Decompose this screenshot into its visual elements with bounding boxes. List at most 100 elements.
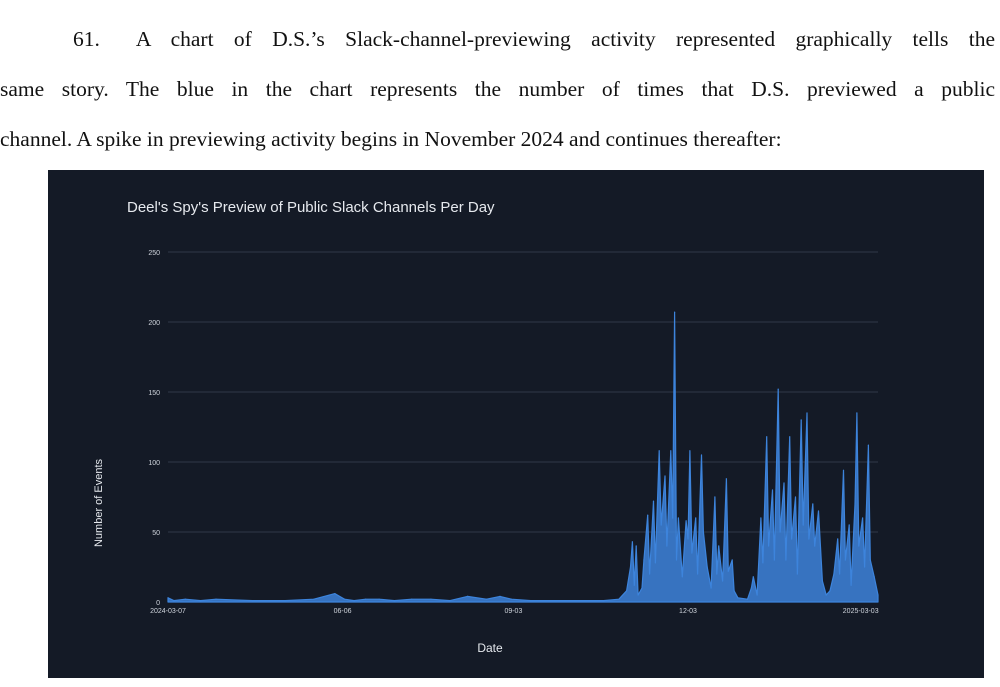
data-point <box>737 597 739 599</box>
y-tick-label: 100 <box>148 460 160 467</box>
paragraph-line-1-text: A chart of D.S.’s Slack-channel-previewi… <box>135 27 995 51</box>
data-point <box>864 566 866 568</box>
data-point <box>733 590 735 592</box>
data-point <box>629 566 632 568</box>
data-point <box>833 573 835 575</box>
data-point <box>817 510 820 512</box>
data-point <box>672 517 674 519</box>
x-axis-label: Date <box>477 641 503 655</box>
data-point <box>687 538 689 540</box>
data-point <box>411 598 413 600</box>
data-point <box>284 600 286 602</box>
data-point <box>393 600 395 602</box>
data-point <box>842 469 845 471</box>
data-point <box>530 600 532 602</box>
data-point <box>856 412 858 414</box>
y-axis-label: Number of Events <box>93 458 105 547</box>
data-point <box>637 594 639 596</box>
data-point <box>873 576 875 578</box>
paragraph-line-2: same story. The blue in the chart repres… <box>0 77 995 101</box>
data-point <box>825 594 827 596</box>
data-point <box>850 584 852 586</box>
data-point <box>777 388 779 390</box>
data-point <box>618 598 620 600</box>
data-point <box>722 580 724 582</box>
data-point <box>378 598 380 600</box>
data-point <box>499 595 501 597</box>
data-point <box>808 538 810 540</box>
data-point <box>773 559 776 561</box>
data-point <box>814 545 816 547</box>
x-tick-label: 2024-03-07 <box>150 608 186 615</box>
data-point <box>689 450 691 452</box>
data-point <box>681 576 683 578</box>
data-point <box>430 598 432 600</box>
data-point <box>854 503 856 505</box>
series-layer <box>167 311 879 603</box>
data-point <box>652 500 655 502</box>
x-tick-label: 09-03 <box>504 608 522 615</box>
data-point <box>812 503 814 505</box>
data-point <box>760 517 762 519</box>
data-point <box>691 552 693 554</box>
data-point <box>173 600 175 602</box>
data-point <box>167 597 169 599</box>
x-tick-label: 12-03 <box>679 608 697 615</box>
data-point <box>725 478 728 480</box>
data-point <box>697 573 699 575</box>
paragraph-number: 61. <box>73 27 100 51</box>
data-point <box>752 576 754 578</box>
data-point <box>626 590 628 592</box>
data-point <box>635 545 637 547</box>
events-chart: Deel's Spy's Preview of Public Slack Cha… <box>48 170 984 678</box>
data-point <box>251 600 253 602</box>
y-tick-label: 250 <box>148 250 160 257</box>
data-point <box>731 559 733 561</box>
data-point <box>660 524 662 526</box>
data-point <box>695 517 697 519</box>
data-point <box>750 587 753 589</box>
data-point <box>766 436 768 438</box>
data-point <box>658 450 660 452</box>
data-point <box>710 587 712 589</box>
data-point <box>783 482 785 484</box>
data-point <box>771 489 774 491</box>
data-point <box>829 590 831 592</box>
x-tick-label: 2025-03-03 <box>843 608 879 615</box>
data-point <box>685 520 687 522</box>
data-point <box>806 412 808 414</box>
data-point <box>603 600 605 602</box>
data-point <box>670 450 672 452</box>
data-point <box>802 524 804 526</box>
series-area <box>167 311 879 603</box>
data-point <box>664 475 666 477</box>
data-point <box>821 580 824 582</box>
y-tick-label: 50 <box>152 530 160 537</box>
data-point <box>666 545 668 547</box>
data-point <box>837 538 839 540</box>
data-point <box>785 559 787 561</box>
data-point <box>848 524 850 526</box>
data-point <box>869 559 871 561</box>
data-point <box>654 562 657 564</box>
data-point <box>510 598 513 600</box>
paragraph-line-3: channel. A spike in previewing activity … <box>0 127 782 151</box>
y-tick-label: 0 <box>156 600 160 607</box>
y-tick-label: 150 <box>148 390 160 397</box>
data-point <box>862 517 864 519</box>
y-tick-label: 200 <box>148 320 160 327</box>
data-point <box>631 541 634 543</box>
data-point <box>449 600 451 602</box>
data-point <box>794 496 797 498</box>
data-point <box>867 444 870 446</box>
x-axis-ticks: 2024-03-07 06-06 09-03 12-03 2025-03-03 <box>150 608 879 615</box>
data-point <box>706 566 708 568</box>
data-point <box>756 594 758 596</box>
data-point <box>641 587 643 589</box>
data-point <box>716 573 718 575</box>
data-point <box>675 559 678 561</box>
data-point <box>365 598 367 600</box>
data-point <box>702 531 705 533</box>
data-point <box>466 595 468 597</box>
data-point <box>779 531 781 533</box>
